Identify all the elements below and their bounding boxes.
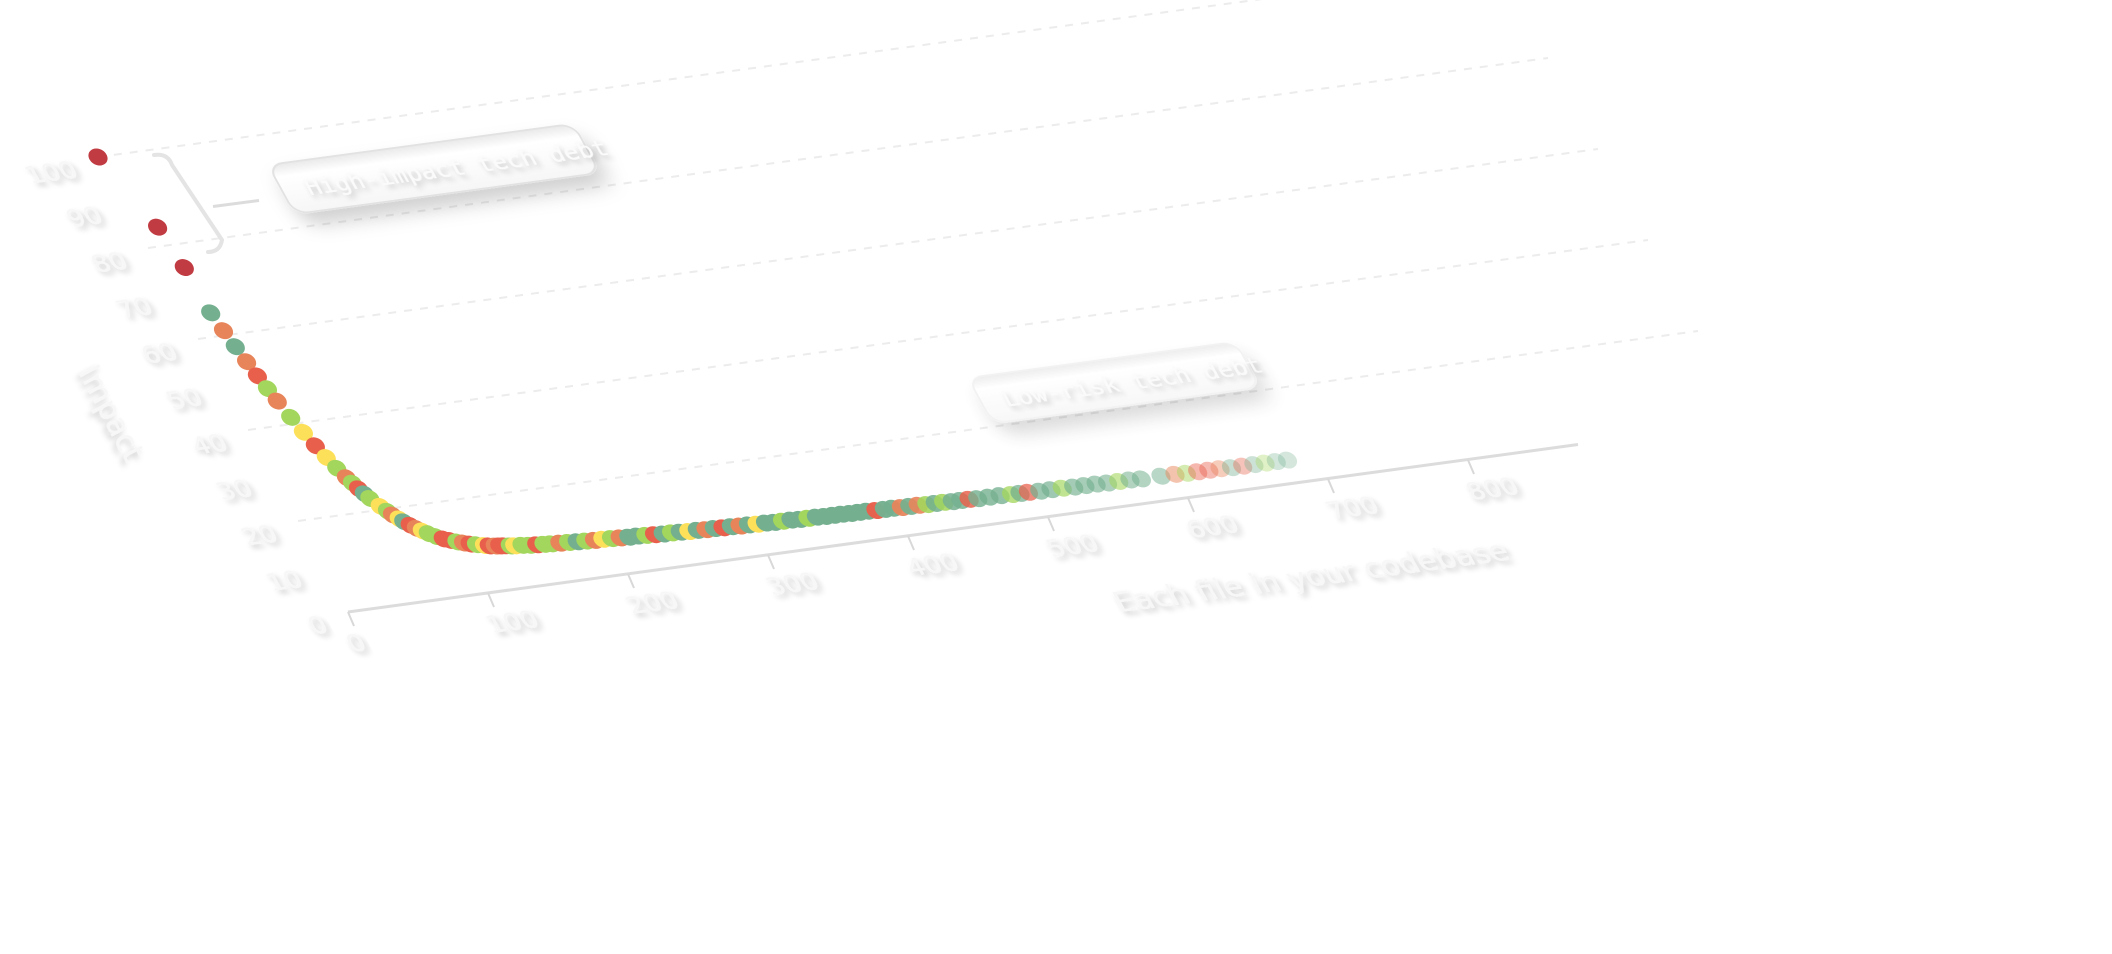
annotations: High-impact tech debt Low-risk tech debt (152, 124, 1268, 423)
data-point (1199, 461, 1219, 479)
low-risk-box-bg (972, 342, 1257, 423)
data-point (267, 392, 287, 410)
x-tick-400 (907, 535, 915, 551)
x-tick-label: 200 (621, 587, 685, 620)
data-point (1131, 470, 1151, 488)
x-tick-label: 600 (1181, 511, 1245, 544)
y-tick-label: 30 (211, 475, 258, 506)
x-tick-label: 100 (481, 606, 545, 639)
x-tick-0 (347, 611, 355, 627)
data-point (88, 148, 108, 166)
data-point (1233, 457, 1253, 475)
data-point (225, 338, 245, 356)
data-point (1221, 459, 1242, 477)
x-axis-line (347, 443, 1579, 614)
x-tick-label: 400 (901, 549, 965, 582)
gridlines (97, 0, 1699, 522)
data-point (247, 367, 267, 385)
data-points (88, 148, 1298, 555)
data-point (293, 423, 313, 441)
data-point (1188, 463, 1208, 481)
data-point (1151, 467, 1171, 485)
data-point (1244, 456, 1264, 474)
y-tick-label: 10 (261, 566, 308, 597)
data-point (201, 304, 221, 322)
x-tick-label: 0 (341, 630, 372, 659)
data-point (1277, 451, 1298, 469)
bracket-connector (212, 199, 260, 208)
data-point (1176, 464, 1197, 482)
data-point (237, 353, 257, 371)
x-tick-100 (487, 592, 495, 608)
data-point (213, 322, 234, 340)
x-tick-label: 700 (1321, 492, 1385, 525)
x-tick-label: 500 (1041, 530, 1105, 563)
x-tick-700 (1327, 478, 1335, 494)
gridline-y-20 (297, 330, 1699, 522)
data-point (1255, 454, 1275, 472)
low-risk-box: Low-risk tech debt (972, 342, 1268, 423)
x-tick-600 (1187, 497, 1195, 513)
y-tick-label: 0 (303, 612, 334, 641)
x-tick-label: 300 (761, 568, 825, 601)
y-tick-label: 60 (136, 339, 183, 370)
x-tick-300 (767, 554, 775, 570)
x-axis-title: Each file in your codebase (1107, 535, 1515, 619)
high-impact-box: High-impact tech debt (272, 124, 613, 214)
x-tick-500 (1047, 516, 1055, 532)
y-tick-label: 80 (86, 248, 133, 279)
y-tick-label: 90 (61, 202, 108, 233)
y-axis-title: Impact (71, 359, 151, 467)
gridline-y-40 (247, 239, 1649, 431)
data-point (257, 380, 278, 398)
x-tick-label: 800 (1461, 473, 1525, 506)
x-tick-200 (627, 573, 635, 589)
data-point (1210, 460, 1230, 478)
gridline-y-100 (97, 0, 1263, 158)
high-impact-bracket (152, 152, 225, 254)
data-point (148, 218, 168, 236)
y-tick-label: 100 (20, 157, 84, 190)
x-tick-800 (1467, 459, 1475, 475)
high-impact-box-bg (272, 124, 597, 214)
y-tick-label: 40 (186, 430, 233, 461)
y-tick-label: 50 (161, 384, 208, 415)
data-point (281, 408, 301, 426)
gridline-y-80 (147, 57, 1549, 249)
y-tick-label: 70 (111, 293, 158, 324)
y-tick-label: 20 (236, 521, 283, 552)
data-point (1266, 453, 1286, 471)
data-point (305, 437, 325, 455)
data-point (1165, 465, 1185, 483)
gridline-y-60 (197, 148, 1599, 340)
data-point (174, 259, 194, 277)
